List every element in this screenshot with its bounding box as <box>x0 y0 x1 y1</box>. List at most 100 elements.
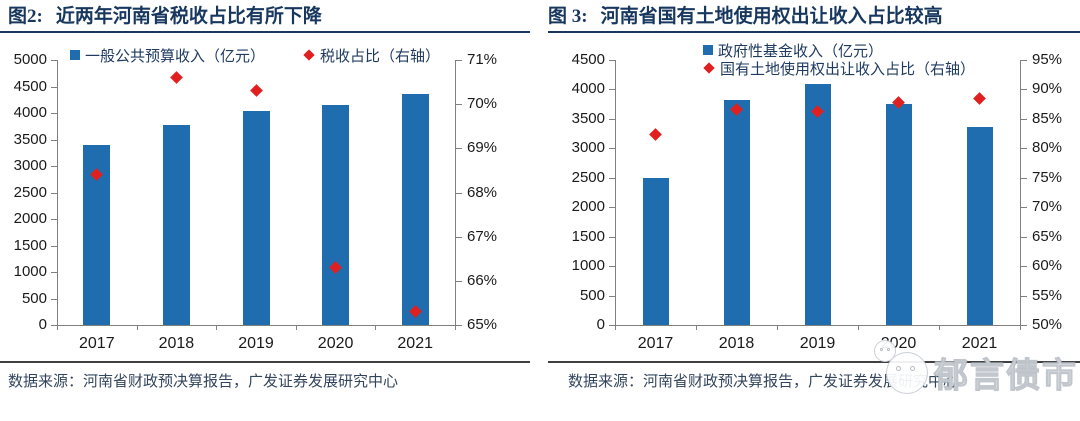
figure-3-title: 图 3: 河南省国有土地使用权出让收入占比较高 <box>548 5 1076 29</box>
right-axis-tick <box>1021 207 1027 209</box>
legend-label: 国有土地使用权出让收入占比（右轴） <box>720 61 976 78</box>
left-axis-tick <box>609 207 615 209</box>
figure-3-label: 图 3: <box>548 6 588 27</box>
x-axis-label-2021: 2021 <box>961 335 998 352</box>
point-2019 <box>249 84 263 98</box>
figure-3-title-rule <box>548 31 1080 33</box>
left-axis-tick <box>609 118 615 120</box>
figure-3-title-text: 河南省国有土地使用权出让收入占比较高 <box>600 6 943 27</box>
bar-2019 <box>242 110 270 325</box>
right-axis-tick-label: 65% <box>1032 227 1063 245</box>
left-axis-tick <box>51 139 57 141</box>
figure-2-bottom-rule <box>0 361 530 363</box>
right-axis-tick-label: 68% <box>467 183 498 201</box>
left-axis-tick-label: 5000 <box>13 51 47 68</box>
bar-2019 <box>804 84 831 325</box>
figure-2-title-text: 近两年河南省税收占比有所下降 <box>55 6 322 27</box>
left-axis-tick-label: 2000 <box>13 210 47 227</box>
x-axis-tick <box>858 326 859 330</box>
left-axis-tick-label: 1000 <box>13 263 47 280</box>
right-axis-tick <box>1021 118 1027 120</box>
watermark-text: 郁言债市 <box>933 357 1078 395</box>
left-axis-tick <box>51 245 57 247</box>
point-2017 <box>649 127 662 141</box>
legend-item: 一般公共预算收入（亿元） <box>70 47 265 65</box>
right-axis-tick <box>456 325 462 326</box>
x-axis-tick <box>136 326 138 330</box>
point-2021 <box>973 92 986 106</box>
left-axis-tick <box>609 236 615 238</box>
right-axis-tick-label: 65% <box>467 316 498 333</box>
left-axis-tick <box>609 148 615 150</box>
figure-2-source: 数据来源：河南省财政预决算报告，广发证券发展研究中心 <box>8 374 399 390</box>
bar-2020 <box>885 104 912 325</box>
right-axis-tick-label: 71% <box>467 51 498 68</box>
left-axis-tick <box>51 325 57 326</box>
left-axis-tick-label: 3500 <box>13 130 47 148</box>
left-axis-tick-label: 500 <box>21 289 47 307</box>
bar-swatch-icon <box>70 50 80 60</box>
x-axis-tick <box>455 326 456 330</box>
left-axis-tick <box>609 89 615 91</box>
right-axis-tick <box>1021 89 1027 91</box>
legend-label: 税收占比（右轴） <box>320 48 441 65</box>
right-axis-tick <box>1021 60 1027 61</box>
bar-2021 <box>401 94 429 325</box>
left-axis-tick <box>51 113 57 114</box>
left-axis-tick <box>51 86 57 88</box>
figure-3-chart: 4500 4000 3500 3000 2500 2000 1500 1000 500 0 95% 9… <box>540 33 1080 363</box>
right-axis-tick <box>1021 148 1027 150</box>
figure-3-source: 数据来源：河南省财政预决算报告，广发证券发展研究中心 <box>568 374 959 390</box>
diamond-swatch-icon <box>303 49 315 61</box>
wechat-bubble-large <box>886 352 928 394</box>
right-axis-tick <box>456 148 462 150</box>
left-axis-tick <box>51 60 57 61</box>
left-axis-line <box>615 60 616 325</box>
right-axis-tick-label: 70% <box>467 95 498 113</box>
left-axis-tick <box>609 325 615 326</box>
x-axis-label-2021: 2021 <box>397 335 433 352</box>
figure-3-panel: 图 3: 河南省国有土地使用权出让收入占比较高 4500 4000 3500 3000 2… <box>540 0 1080 421</box>
left-axis-tick <box>51 272 57 273</box>
wechat-eye-icon <box>896 366 901 371</box>
wechat-eye-icon <box>880 348 883 351</box>
x-axis-tick <box>939 326 940 330</box>
right-axis-tick <box>456 280 462 282</box>
right-axis-tick <box>456 192 462 194</box>
bar-swatch-icon <box>703 45 713 55</box>
right-axis-tick-label: 95% <box>1032 51 1063 68</box>
bar-2017 <box>642 177 669 325</box>
watermark: 郁言债市 <box>872 338 1080 398</box>
right-axis-tick <box>1021 177 1027 179</box>
right-axis-tick-label: 80% <box>1032 139 1063 157</box>
x-axis-line <box>615 325 1021 326</box>
x-axis-line <box>57 325 456 326</box>
bar-2018 <box>162 125 190 325</box>
left-axis-tick-label: 4000 <box>13 104 47 121</box>
x-axis-label-2019: 2019 <box>799 335 836 352</box>
x-axis-tick <box>1020 326 1021 330</box>
left-axis-tick-label: 4500 <box>571 51 605 68</box>
left-axis-tick <box>609 295 615 297</box>
left-axis-tick-label: 500 <box>579 286 605 304</box>
left-axis-tick-label: 0 <box>596 316 605 333</box>
left-axis-tick <box>609 266 615 268</box>
left-axis-tick <box>51 298 57 300</box>
left-axis-tick-label: 2000 <box>571 198 605 216</box>
left-axis-tick <box>609 177 615 179</box>
figure-2-chart: 5000 4500 4000 3500 3000 2500 2000 1500 1000 500 0… <box>0 33 540 363</box>
right-axis-tick <box>1021 266 1027 268</box>
left-axis-tick-label: 3000 <box>571 139 605 157</box>
right-axis-tick <box>1021 295 1027 297</box>
right-axis-tick <box>1021 325 1027 326</box>
left-axis-tick-label: 1500 <box>13 236 47 254</box>
x-axis-tick <box>777 326 778 330</box>
right-axis-tick-label: 69% <box>467 139 498 157</box>
figure-3-bottom-rule <box>548 361 1080 363</box>
left-axis-tick <box>51 219 57 220</box>
right-axis-tick-label: 70% <box>1032 198 1063 216</box>
x-axis-label-2017: 2017 <box>79 335 115 352</box>
left-axis-tick <box>51 192 57 194</box>
right-axis-tick-label: 75% <box>1032 168 1063 186</box>
right-axis-tick-label: 55% <box>1032 286 1063 304</box>
